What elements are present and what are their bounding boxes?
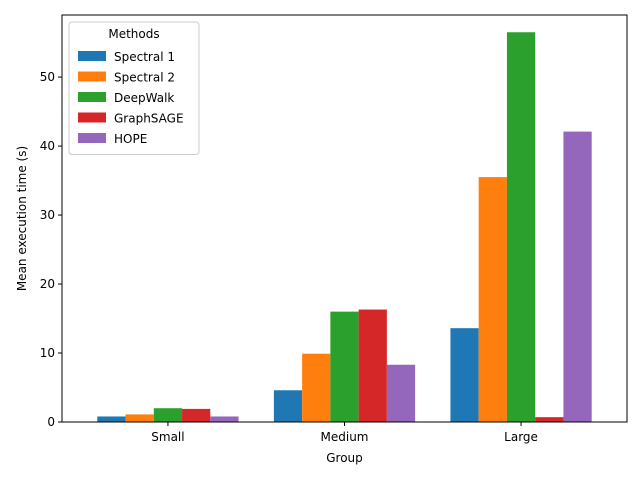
y-tick-label: 30 — [40, 208, 55, 222]
bar-graphsage-medium — [358, 309, 387, 422]
bar-deepwalk-small — [153, 408, 183, 422]
legend-swatch — [78, 112, 106, 123]
legend: Methods Spectral 1 Spectral 2 DeepWalk Grap… — [68, 21, 200, 155]
legend-swatch — [78, 51, 106, 61]
legend-title: Methods — [108, 27, 159, 41]
x-tick-label: Large — [504, 430, 538, 444]
y-tick-label: 10 — [40, 346, 55, 360]
bar-hope-medium — [386, 364, 416, 422]
legend-label: DeepWalk — [114, 91, 174, 105]
bar-spectral-2-small — [125, 414, 154, 422]
bars-layer — [97, 32, 592, 423]
legend-items: Spectral 1 Spectral 2 DeepWalk GraphSAGE HOP… — [78, 50, 184, 146]
bar-graphsage-small — [182, 408, 211, 422]
x-tick-label: Medium — [321, 430, 369, 444]
bar-deepwalk-large — [506, 32, 536, 423]
legend-swatch — [78, 133, 106, 143]
y-axis-label: Mean execution time (s) — [15, 146, 29, 291]
legend-label: Spectral 2 — [114, 71, 175, 85]
bar-spectral-1-medium — [273, 390, 303, 422]
y-tick-label: 50 — [40, 70, 55, 84]
legend-label: Spectral 1 — [114, 50, 175, 64]
x-ticks: Small Medium Large — [151, 422, 538, 444]
x-tick-label: Small — [151, 430, 184, 444]
legend-label: GraphSAGE — [114, 112, 184, 126]
y-tick-label: 40 — [40, 139, 55, 153]
legend-swatch — [78, 92, 106, 102]
x-axis-label: Group — [326, 451, 363, 465]
y-ticks: 0 10 20 30 40 50 — [40, 70, 62, 429]
bar-spectral-2-medium — [302, 353, 331, 422]
bar-hope-large — [563, 131, 592, 422]
bar-spectral-2-large — [478, 177, 507, 422]
bar-deepwalk-medium — [330, 311, 359, 422]
legend-label: HOPE — [114, 132, 147, 146]
y-tick-label: 20 — [40, 277, 55, 291]
bar-spectral-1-large — [450, 328, 479, 422]
legend-swatch — [78, 71, 106, 82]
bar-graphsage-large — [535, 417, 564, 422]
bar-spectral-1-small — [97, 416, 126, 422]
y-tick-label: 0 — [47, 415, 55, 429]
bar-hope-small — [210, 416, 239, 422]
